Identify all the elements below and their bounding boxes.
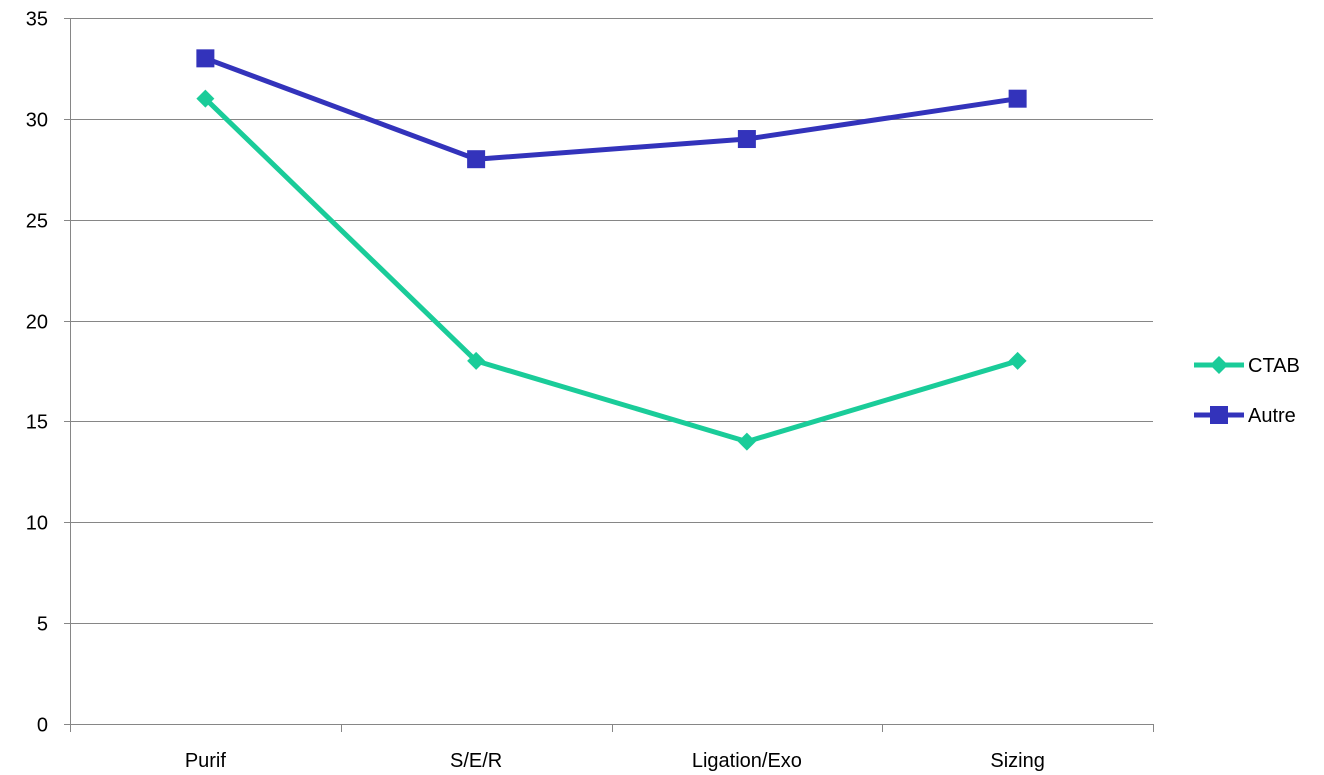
y-tick-label: 35 bbox=[26, 9, 48, 31]
series-line bbox=[202, 55, 1021, 162]
series-ctab bbox=[196, 89, 1027, 451]
series-autre bbox=[196, 49, 1027, 169]
y-tick-label: 10 bbox=[26, 513, 48, 535]
legend-label: CTAB bbox=[1248, 355, 1300, 377]
y-tick-label: 20 bbox=[26, 312, 48, 334]
data-point bbox=[1008, 351, 1027, 370]
series bbox=[196, 49, 1027, 451]
data-point bbox=[467, 150, 486, 169]
axes bbox=[64, 18, 1154, 732]
legend-swatch-marker bbox=[1210, 406, 1228, 424]
data-point bbox=[737, 432, 756, 451]
y-tick-label: 15 bbox=[26, 412, 48, 434]
legend-entry-autre: Autre bbox=[1194, 405, 1296, 427]
legend-entry-ctab: CTAB bbox=[1194, 355, 1300, 377]
y-tick-label: 0 bbox=[37, 715, 48, 737]
legend-label: Autre bbox=[1248, 405, 1296, 427]
y-tick-label: 25 bbox=[26, 211, 48, 233]
series-line bbox=[202, 96, 1021, 445]
legend-swatch-marker bbox=[1210, 356, 1228, 374]
x-tick-label: Purif bbox=[185, 750, 227, 772]
data-point bbox=[737, 130, 756, 149]
x-tick-labels: Purif S/E/R Ligation/Exo Sizing bbox=[185, 750, 1045, 772]
legend: CTAB Autre bbox=[1194, 355, 1300, 427]
x-tick-label: Sizing bbox=[990, 750, 1044, 772]
data-point bbox=[467, 351, 486, 370]
y-tick-label: 5 bbox=[37, 614, 48, 636]
x-tick-label: S/E/R bbox=[450, 750, 502, 772]
gridlines bbox=[70, 18, 1153, 624]
x-tick-label: Ligation/Exo bbox=[692, 750, 802, 772]
data-point bbox=[196, 89, 215, 108]
y-tick-label: 30 bbox=[26, 110, 48, 132]
data-point bbox=[1008, 89, 1027, 108]
data-point bbox=[196, 49, 215, 68]
y-tick-labels: 0 5 10 15 20 25 30 35 bbox=[26, 9, 48, 737]
